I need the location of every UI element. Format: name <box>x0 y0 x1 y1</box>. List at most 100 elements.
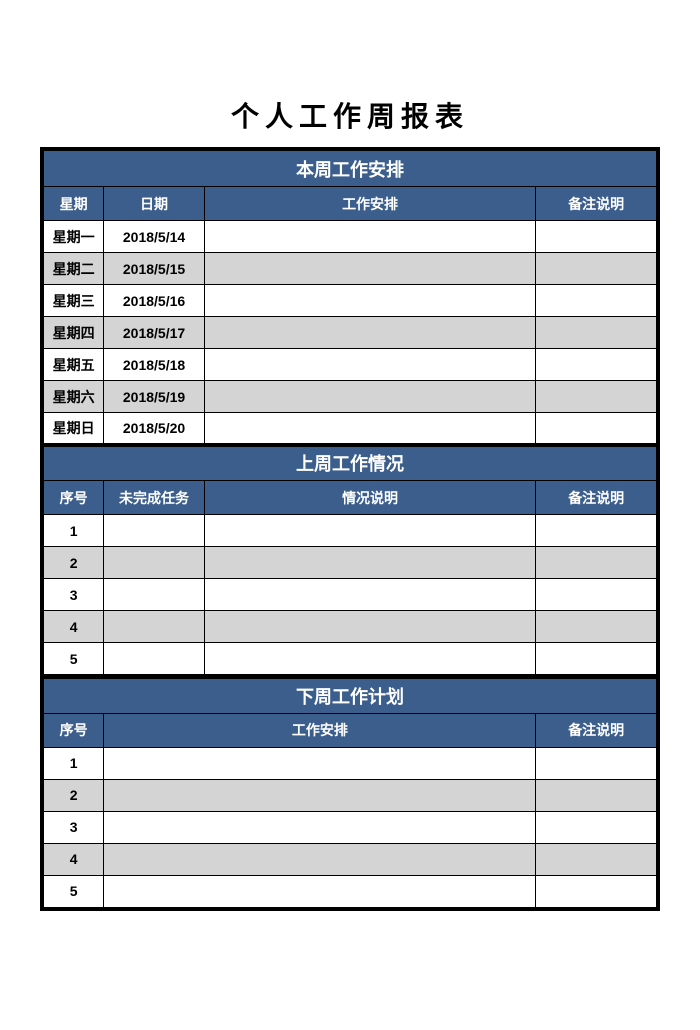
cell-idx: 5 <box>44 643 104 675</box>
section3-table: 下周工作计划 序号 工作安排 备注说明 1 2 3 4 5 <box>43 675 657 908</box>
table-row: 星期二2018/5/15 <box>44 253 657 285</box>
cell-status[interactable] <box>204 611 536 643</box>
table-row: 星期五2018/5/18 <box>44 349 657 381</box>
cell-weekday: 星期四 <box>44 317 104 349</box>
cell-weekday: 星期一 <box>44 221 104 253</box>
cell-plan[interactable] <box>104 811 536 843</box>
col-header-date: 日期 <box>104 187 204 221</box>
table-row: 5 <box>44 875 657 907</box>
cell-note[interactable] <box>536 349 657 381</box>
cell-note[interactable] <box>536 547 657 579</box>
col-header-arrangement: 工作安排 <box>204 187 536 221</box>
cell-weekday: 星期二 <box>44 253 104 285</box>
cell-status[interactable] <box>204 547 536 579</box>
cell-note[interactable] <box>536 747 657 779</box>
col-header-status: 情况说明 <box>204 481 536 515</box>
section3-title: 下周工作计划 <box>44 677 657 713</box>
cell-arrangement[interactable] <box>204 381 536 413</box>
table-row: 星期日2018/5/20 <box>44 413 657 445</box>
cell-note[interactable] <box>536 643 657 675</box>
cell-status[interactable] <box>204 515 536 547</box>
col-header-note: 备注说明 <box>536 481 657 515</box>
cell-date: 2018/5/19 <box>104 381 204 413</box>
cell-idx: 1 <box>44 515 104 547</box>
cell-date: 2018/5/20 <box>104 413 204 445</box>
cell-task[interactable] <box>104 515 204 547</box>
table-row: 星期四2018/5/17 <box>44 317 657 349</box>
weekly-report-table: 本周工作安排 星期 日期 工作安排 备注说明 星期一2018/5/14 星期二2… <box>40 147 660 911</box>
col-header-note: 备注说明 <box>536 713 657 747</box>
cell-note[interactable] <box>536 843 657 875</box>
cell-date: 2018/5/15 <box>104 253 204 285</box>
table-row: 3 <box>44 579 657 611</box>
cell-note[interactable] <box>536 221 657 253</box>
cell-task[interactable] <box>104 611 204 643</box>
cell-arrangement[interactable] <box>204 413 536 445</box>
section1-title: 本周工作安排 <box>44 151 657 187</box>
cell-date: 2018/5/18 <box>104 349 204 381</box>
cell-task[interactable] <box>104 547 204 579</box>
cell-note[interactable] <box>536 285 657 317</box>
cell-note[interactable] <box>536 811 657 843</box>
col-header-idx: 序号 <box>44 713 104 747</box>
cell-note[interactable] <box>536 875 657 907</box>
table-row: 4 <box>44 843 657 875</box>
cell-idx: 5 <box>44 875 104 907</box>
cell-idx: 2 <box>44 547 104 579</box>
cell-note[interactable] <box>536 317 657 349</box>
section2-title: 上周工作情况 <box>44 445 657 481</box>
cell-task[interactable] <box>104 643 204 675</box>
cell-note[interactable] <box>536 253 657 285</box>
page-title: 个人工作周报表 <box>231 95 469 135</box>
col-header-weekday: 星期 <box>44 187 104 221</box>
cell-idx: 3 <box>44 811 104 843</box>
table-row: 星期六2018/5/19 <box>44 381 657 413</box>
col-header-note: 备注说明 <box>536 187 657 221</box>
cell-note[interactable] <box>536 611 657 643</box>
cell-note[interactable] <box>536 579 657 611</box>
cell-arrangement[interactable] <box>204 221 536 253</box>
col-header-task: 未完成任务 <box>104 481 204 515</box>
cell-weekday: 星期三 <box>44 285 104 317</box>
cell-date: 2018/5/17 <box>104 317 204 349</box>
table-row: 4 <box>44 611 657 643</box>
cell-idx: 4 <box>44 843 104 875</box>
cell-weekday: 星期五 <box>44 349 104 381</box>
cell-arrangement[interactable] <box>204 317 536 349</box>
cell-date: 2018/5/16 <box>104 285 204 317</box>
cell-note[interactable] <box>536 515 657 547</box>
cell-plan[interactable] <box>104 875 536 907</box>
cell-weekday: 星期六 <box>44 381 104 413</box>
table-row: 1 <box>44 747 657 779</box>
cell-idx: 2 <box>44 779 104 811</box>
cell-arrangement[interactable] <box>204 285 536 317</box>
section1-header-row: 星期 日期 工作安排 备注说明 <box>44 187 657 221</box>
table-row: 星期三2018/5/16 <box>44 285 657 317</box>
table-row: 星期一2018/5/14 <box>44 221 657 253</box>
cell-note[interactable] <box>536 381 657 413</box>
cell-status[interactable] <box>204 643 536 675</box>
table-row: 2 <box>44 547 657 579</box>
table-row: 2 <box>44 779 657 811</box>
cell-arrangement[interactable] <box>204 349 536 381</box>
cell-idx: 1 <box>44 747 104 779</box>
table-row: 3 <box>44 811 657 843</box>
col-header-idx: 序号 <box>44 481 104 515</box>
cell-status[interactable] <box>204 579 536 611</box>
cell-note[interactable] <box>536 779 657 811</box>
cell-plan[interactable] <box>104 843 536 875</box>
table-row: 5 <box>44 643 657 675</box>
cell-plan[interactable] <box>104 747 536 779</box>
cell-idx: 4 <box>44 611 104 643</box>
report-table: 本周工作安排 星期 日期 工作安排 备注说明 星期一2018/5/14 星期二2… <box>43 150 657 675</box>
cell-note[interactable] <box>536 413 657 445</box>
cell-arrangement[interactable] <box>204 253 536 285</box>
section3-header-row: 序号 工作安排 备注说明 <box>44 713 657 747</box>
cell-weekday: 星期日 <box>44 413 104 445</box>
col-header-plan: 工作安排 <box>104 713 536 747</box>
section2-header-row: 序号 未完成任务 情况说明 备注说明 <box>44 481 657 515</box>
cell-plan[interactable] <box>104 779 536 811</box>
table-row: 1 <box>44 515 657 547</box>
cell-task[interactable] <box>104 579 204 611</box>
cell-date: 2018/5/14 <box>104 221 204 253</box>
